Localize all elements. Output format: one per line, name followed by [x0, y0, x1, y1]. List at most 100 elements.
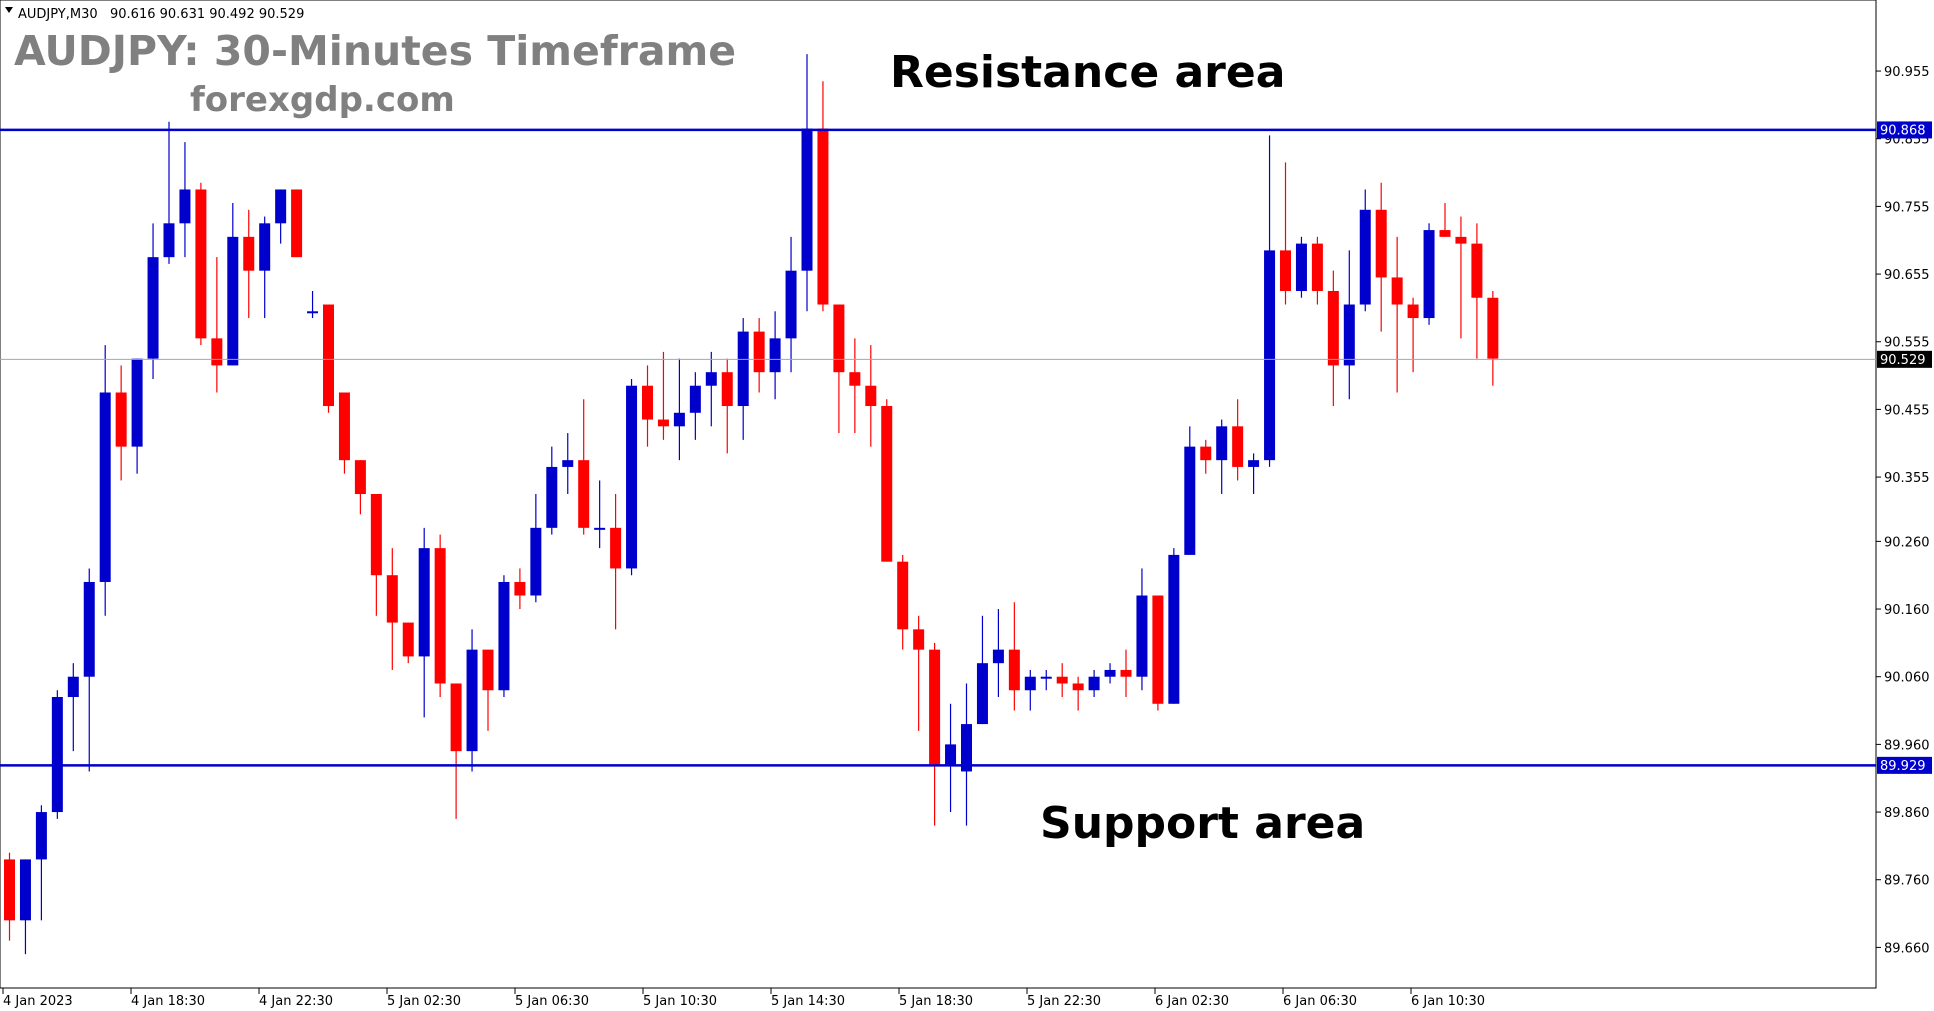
candle-body — [562, 460, 574, 467]
candle-body — [801, 128, 813, 271]
x-tick-label: 4 Jan 18:30 — [131, 994, 205, 1009]
candle-body — [1072, 683, 1084, 691]
candle — [1184, 426, 1196, 555]
candle — [961, 683, 972, 826]
candle — [578, 399, 590, 535]
candle-body — [1264, 250, 1276, 461]
candle — [817, 81, 829, 312]
candle-body — [195, 189, 207, 339]
candle — [466, 629, 478, 772]
candle — [976, 615, 988, 725]
resistance-price-tag: 90.868 — [1877, 121, 1932, 139]
candle — [1168, 548, 1180, 704]
candle — [897, 554, 909, 650]
candle-body — [291, 189, 303, 258]
candle-body — [323, 304, 334, 407]
x-tick-label: 4 Jan 2023 — [3, 994, 73, 1009]
y-tick-label: 90.555 — [1884, 336, 1930, 351]
candle — [1072, 676, 1084, 711]
candle-body — [99, 392, 111, 582]
x-tick-label: 4 Jan 22:30 — [259, 994, 333, 1009]
candle — [370, 494, 382, 616]
y-tick-label: 90.355 — [1884, 471, 1930, 486]
candle-body — [1216, 426, 1228, 461]
candle — [195, 182, 207, 346]
candle-body — [817, 128, 829, 305]
support-annotation: Support area — [1040, 798, 1365, 849]
candle-body — [1439, 230, 1451, 237]
chart-title: AUDJPY: 30-Minutes Timeframe — [14, 27, 736, 75]
candle — [1088, 669, 1100, 698]
x-tick-label: 5 Jan 06:30 — [515, 994, 589, 1009]
y-tick-label: 90.955 — [1884, 65, 1930, 80]
current-price-label: 90.529 — [1880, 353, 1926, 368]
candle-body — [976, 663, 988, 725]
candle-body — [418, 548, 430, 657]
chart-menu-triangle-icon[interactable] — [5, 7, 13, 13]
candle-body — [546, 466, 558, 528]
candle-body — [1200, 446, 1212, 461]
candle — [1280, 162, 1291, 305]
candle-body — [147, 257, 159, 359]
candle-body — [450, 683, 462, 752]
candle — [482, 649, 494, 731]
candle — [386, 548, 398, 670]
candle — [1136, 568, 1148, 691]
candle — [1439, 203, 1451, 237]
candle — [35, 805, 47, 921]
candle — [1216, 419, 1228, 494]
candle-body — [1056, 676, 1068, 684]
candle — [1056, 663, 1068, 698]
x-tick-label: 5 Jan 18:30 — [899, 994, 973, 1009]
candle — [450, 683, 462, 819]
candle-body — [163, 223, 175, 258]
candle — [689, 372, 701, 440]
candle-body — [482, 649, 494, 691]
candle-body — [83, 581, 95, 677]
candle-body — [705, 372, 717, 386]
candle-body — [753, 331, 765, 373]
candle-body — [785, 270, 797, 339]
plot-area — [0, 0, 1877, 989]
candle — [769, 311, 781, 400]
candle — [67, 663, 79, 752]
candle-body — [881, 406, 893, 562]
candle-body — [657, 419, 669, 427]
candle-body — [434, 548, 446, 684]
candle — [1008, 602, 1020, 711]
candle-body — [594, 527, 606, 530]
candle — [1391, 236, 1403, 393]
candle-body — [307, 311, 319, 314]
candle-body — [1295, 243, 1307, 291]
candle-body — [131, 358, 143, 447]
x-tick-label: 6 Jan 10:30 — [1411, 994, 1485, 1009]
candle — [881, 399, 893, 562]
candle — [1343, 250, 1355, 400]
candle-body — [1407, 304, 1419, 319]
candle — [354, 460, 366, 515]
x-tick-label: 5 Jan 02:30 — [387, 994, 461, 1009]
y-tick-label: 89.860 — [1884, 806, 1930, 821]
candle-body — [1327, 290, 1339, 366]
candle — [530, 494, 542, 603]
candle — [402, 622, 414, 664]
candle — [418, 527, 430, 718]
candle-body — [4, 859, 15, 921]
y-axis: 89.660 89.760 89.860 89.960 90.060 90.160 90.2… — [1876, 65, 1930, 956]
candle-body — [1471, 243, 1483, 298]
candle-body — [35, 812, 47, 860]
candle-body — [1391, 277, 1403, 305]
candle-body — [530, 527, 542, 596]
y-tick-label: 90.455 — [1884, 403, 1930, 418]
candle-body — [945, 744, 957, 765]
candle-body — [259, 223, 271, 271]
y-tick-label: 89.960 — [1884, 738, 1930, 753]
candle — [1200, 439, 1212, 474]
x-tick-label: 6 Jan 06:30 — [1283, 994, 1357, 1009]
candle-body — [1152, 595, 1164, 704]
x-axis: 4 Jan 2023 4 Jan 18:30 4 Jan 22:30 5 Jan 02… — [2, 988, 1485, 1009]
candle — [19, 859, 31, 955]
candle-body — [243, 236, 255, 271]
site-name: forexgdp.com — [190, 80, 455, 120]
candle-body — [51, 697, 63, 813]
